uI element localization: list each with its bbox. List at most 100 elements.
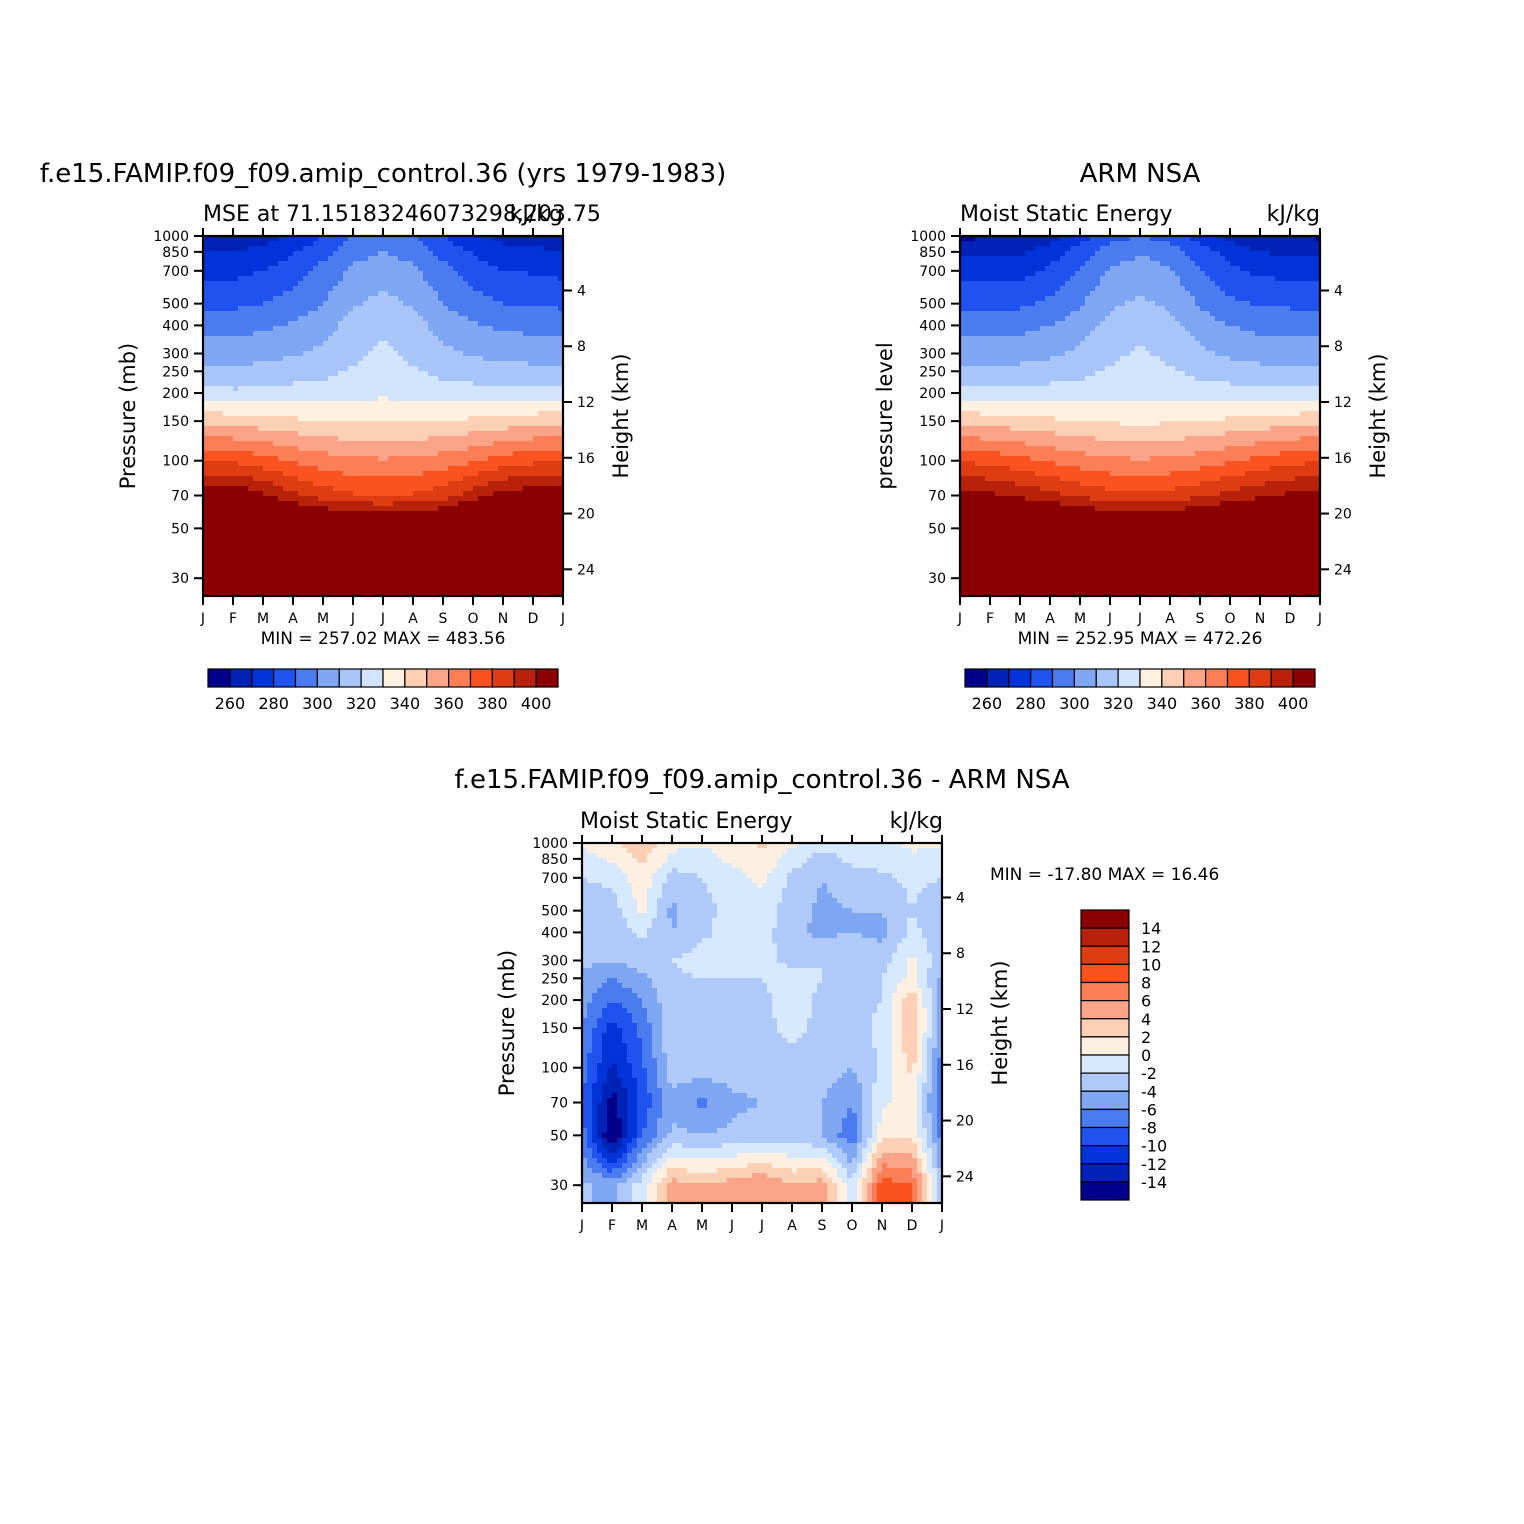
contour-cell <box>368 306 374 312</box>
contour-cell <box>543 556 549 562</box>
contour-cell <box>538 286 544 292</box>
contour-cell <box>243 291 249 297</box>
contour-cell <box>463 416 469 422</box>
contour-cell <box>428 396 434 402</box>
contour-cell <box>538 326 544 332</box>
contour-cell <box>273 401 279 407</box>
contour-cell <box>218 471 224 477</box>
contour-cell <box>318 376 324 382</box>
contour-cell <box>488 561 494 567</box>
contour-cell <box>313 586 319 592</box>
contour-cell <box>258 456 264 462</box>
contour-cell <box>408 456 414 462</box>
contour-cell <box>373 411 379 417</box>
contour-cell <box>293 486 299 492</box>
contour-cell <box>453 346 459 352</box>
contour-cell <box>338 301 344 307</box>
contour-cell <box>208 291 214 297</box>
contour-cell <box>283 371 289 377</box>
panel-model-plot-area: J F M A M J J A S O N D J305070100150200250300400500… <box>153 228 595 627</box>
contour-cell <box>238 521 244 527</box>
contour-cell <box>263 391 269 397</box>
contour-cell <box>428 456 434 462</box>
contour-cell <box>543 496 549 502</box>
contour-cell <box>403 436 409 442</box>
contour-cell <box>348 556 354 562</box>
contour-cell <box>253 346 259 352</box>
contour-cell <box>203 306 209 312</box>
contour-cell <box>368 276 374 282</box>
contour-cell <box>428 576 434 582</box>
contour-cell <box>363 371 369 377</box>
contour-cell <box>548 291 554 297</box>
contour-cell <box>408 551 414 557</box>
contour-cell <box>248 446 254 452</box>
contour-cell <box>328 236 334 242</box>
contour-cell <box>203 441 209 447</box>
contour-cell <box>348 336 354 342</box>
contour-cell <box>403 251 409 257</box>
contour-cell <box>338 531 344 537</box>
contour-cell <box>363 386 369 392</box>
contour-cell <box>233 516 239 522</box>
contour-cell <box>278 361 284 367</box>
contour-cell <box>273 361 279 367</box>
contour-cell <box>338 331 344 337</box>
contour-cell <box>273 551 279 557</box>
contour-cell <box>308 591 314 596</box>
contour-cell <box>528 436 534 442</box>
contour-cell <box>518 586 524 592</box>
contour-cell <box>508 266 514 272</box>
contour-cell <box>398 581 404 587</box>
contour-cell <box>468 461 474 467</box>
contour-cell <box>323 466 329 472</box>
contour-cell <box>508 556 514 562</box>
contour-cell <box>203 486 209 492</box>
contour-cell <box>448 251 454 257</box>
contour-cell <box>228 296 234 302</box>
contour-cell <box>298 281 304 287</box>
contour-cell <box>278 341 284 347</box>
contour-cell <box>333 456 339 462</box>
contour-cell <box>293 506 299 512</box>
contour-cell <box>428 361 434 367</box>
contour-cell <box>473 296 479 302</box>
contour-cell <box>253 266 259 272</box>
contour-cell <box>398 551 404 557</box>
contour-cell <box>228 591 234 596</box>
contour-cell <box>438 556 444 562</box>
contour-cell <box>313 421 319 427</box>
contour-cell <box>348 506 354 512</box>
contour-cell <box>273 346 279 352</box>
contour-cell <box>448 361 454 367</box>
contour-cell <box>323 431 329 437</box>
contour-cell <box>208 431 214 437</box>
contour-cell <box>243 491 249 497</box>
contour-cell <box>268 521 274 527</box>
contour-cell <box>398 561 404 567</box>
contour-cell <box>448 506 454 512</box>
contour-cell <box>448 446 454 452</box>
contour-cell <box>273 456 279 462</box>
contour-cell <box>283 471 289 477</box>
contour-cell <box>288 566 294 572</box>
contour-cell <box>543 526 549 532</box>
contour-cell <box>283 551 289 557</box>
contour-cell <box>248 421 254 427</box>
contour-cell <box>493 466 499 472</box>
contour-cell <box>228 381 234 387</box>
contour-cell <box>293 466 299 472</box>
contour-cell <box>308 556 314 562</box>
contour-cell <box>423 556 429 562</box>
contour-cell <box>218 581 224 587</box>
contour-cell <box>323 476 329 482</box>
contour-cell <box>308 291 314 297</box>
contour-cell <box>533 531 539 537</box>
contour-cell <box>478 366 484 372</box>
contour-cell <box>363 436 369 442</box>
contour-cell <box>363 521 369 527</box>
contour-cell <box>443 356 449 362</box>
contour-cell <box>288 526 294 532</box>
contour-cell <box>418 486 424 492</box>
contour-cell <box>248 546 254 552</box>
